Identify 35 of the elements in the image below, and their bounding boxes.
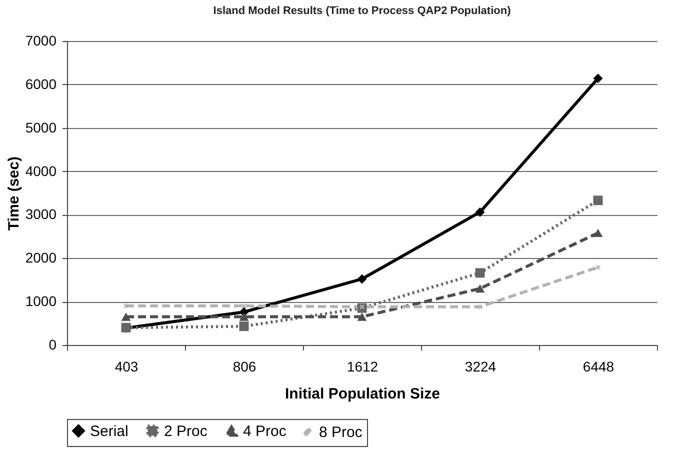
legend-label: Serial — [90, 422, 128, 440]
point — [593, 228, 603, 238]
y-tick-label: 6000 — [25, 76, 57, 92]
point — [478, 304, 482, 310]
y-tick-label: 7000 — [25, 32, 57, 48]
point — [239, 312, 249, 321]
x-axis-title: Initial Population Size — [284, 386, 440, 402]
point — [475, 268, 485, 278]
chart-title: Island Model Results (Time to Process QAP2 Population) — [213, 5, 512, 17]
y-tick-label: 4000 — [25, 162, 57, 179]
point — [593, 196, 603, 206]
point — [242, 304, 246, 308]
point — [239, 322, 249, 332]
y-tick-label: 2000 — [25, 250, 57, 266]
point — [475, 207, 485, 217]
point — [357, 312, 367, 321]
point — [357, 274, 367, 284]
point — [475, 284, 485, 293]
x-tick-label: 6448 — [582, 358, 614, 374]
point — [593, 74, 603, 84]
y-tick-label: 0 — [48, 336, 57, 352]
x-tick-label: 1612 — [346, 358, 378, 374]
point — [124, 304, 128, 308]
y-tick-label: 1000 — [25, 293, 57, 310]
x-tick-label: 3224 — [464, 358, 496, 374]
legend-label: 2 Proc — [164, 422, 208, 440]
point — [121, 312, 131, 321]
y-tick-label: 3000 — [25, 206, 57, 222]
x-tick-label: 403 — [114, 358, 138, 374]
legend-label: 4 Proc — [243, 423, 287, 440]
x-tick-label: 806 — [232, 358, 256, 374]
legend-label: 8 Proc — [319, 424, 363, 442]
point — [596, 264, 600, 270]
y-axis-title: Time (sec) — [5, 156, 22, 230]
y-tick-label: 5000 — [25, 119, 57, 136]
